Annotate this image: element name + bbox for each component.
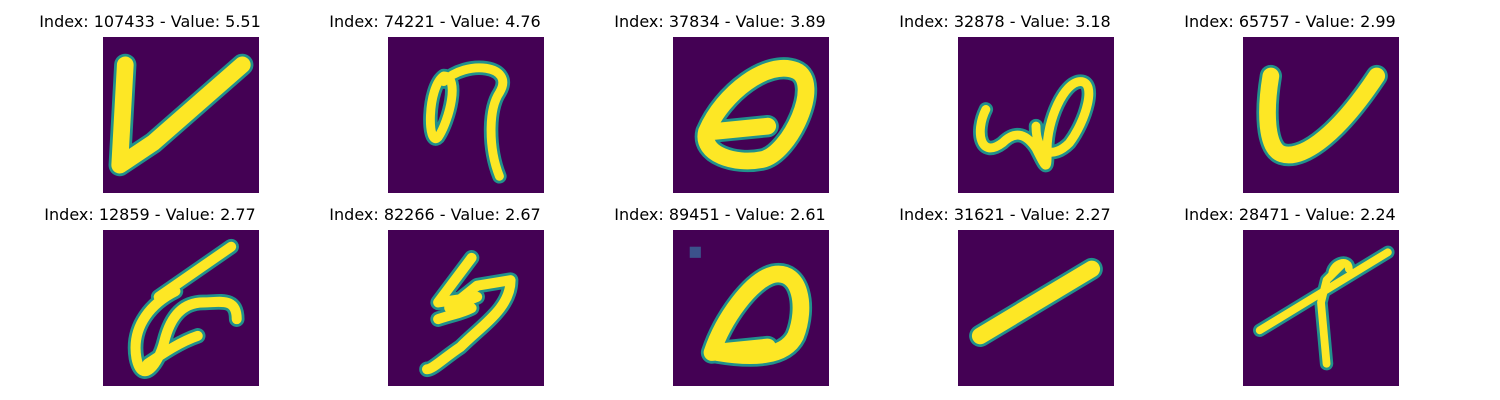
panel-title: Index: 37834 - Value: 3.89 <box>614 12 826 31</box>
digit-image <box>388 37 544 193</box>
panel-8: Index: 89451 - Value: 2.61 <box>570 193 870 386</box>
panel-7: Index: 82266 - Value: 2.67 <box>285 193 585 386</box>
panel-title: Index: 28471 - Value: 2.24 <box>1184 205 1396 224</box>
panel-title: Index: 82266 - Value: 2.67 <box>329 205 541 224</box>
digit-image <box>673 230 829 386</box>
panel-2: Index: 74221 - Value: 4.76 <box>285 0 585 193</box>
panel-5: Index: 65757 - Value: 2.99 <box>1140 0 1440 193</box>
digit-image <box>1243 37 1399 193</box>
digit-image <box>958 37 1114 193</box>
digit-image <box>958 230 1114 386</box>
digit-image <box>103 37 259 193</box>
panel-title: Index: 32878 - Value: 3.18 <box>899 12 1111 31</box>
panel-9: Index: 31621 - Value: 2.27 <box>855 193 1155 386</box>
panel-4: Index: 32878 - Value: 3.18 <box>855 0 1155 193</box>
panel-3: Index: 37834 - Value: 3.89 <box>570 0 870 193</box>
digit-image <box>388 230 544 386</box>
panel-title: Index: 74221 - Value: 4.76 <box>329 12 541 31</box>
digit-image <box>103 230 259 386</box>
panel-title: Index: 107433 - Value: 5.51 <box>39 12 261 31</box>
panel-title: Index: 31621 - Value: 2.27 <box>899 205 1111 224</box>
panel-title: Index: 65757 - Value: 2.99 <box>1184 12 1396 31</box>
panel-title: Index: 12859 - Value: 2.77 <box>44 205 256 224</box>
digit-image <box>673 37 829 193</box>
panel-10: Index: 28471 - Value: 2.24 <box>1140 193 1440 386</box>
digit-image <box>1243 230 1399 386</box>
panel-1: Index: 107433 - Value: 5.51 <box>0 0 300 193</box>
panel-6: Index: 12859 - Value: 2.77 <box>0 193 300 386</box>
panel-title: Index: 89451 - Value: 2.61 <box>614 205 826 224</box>
